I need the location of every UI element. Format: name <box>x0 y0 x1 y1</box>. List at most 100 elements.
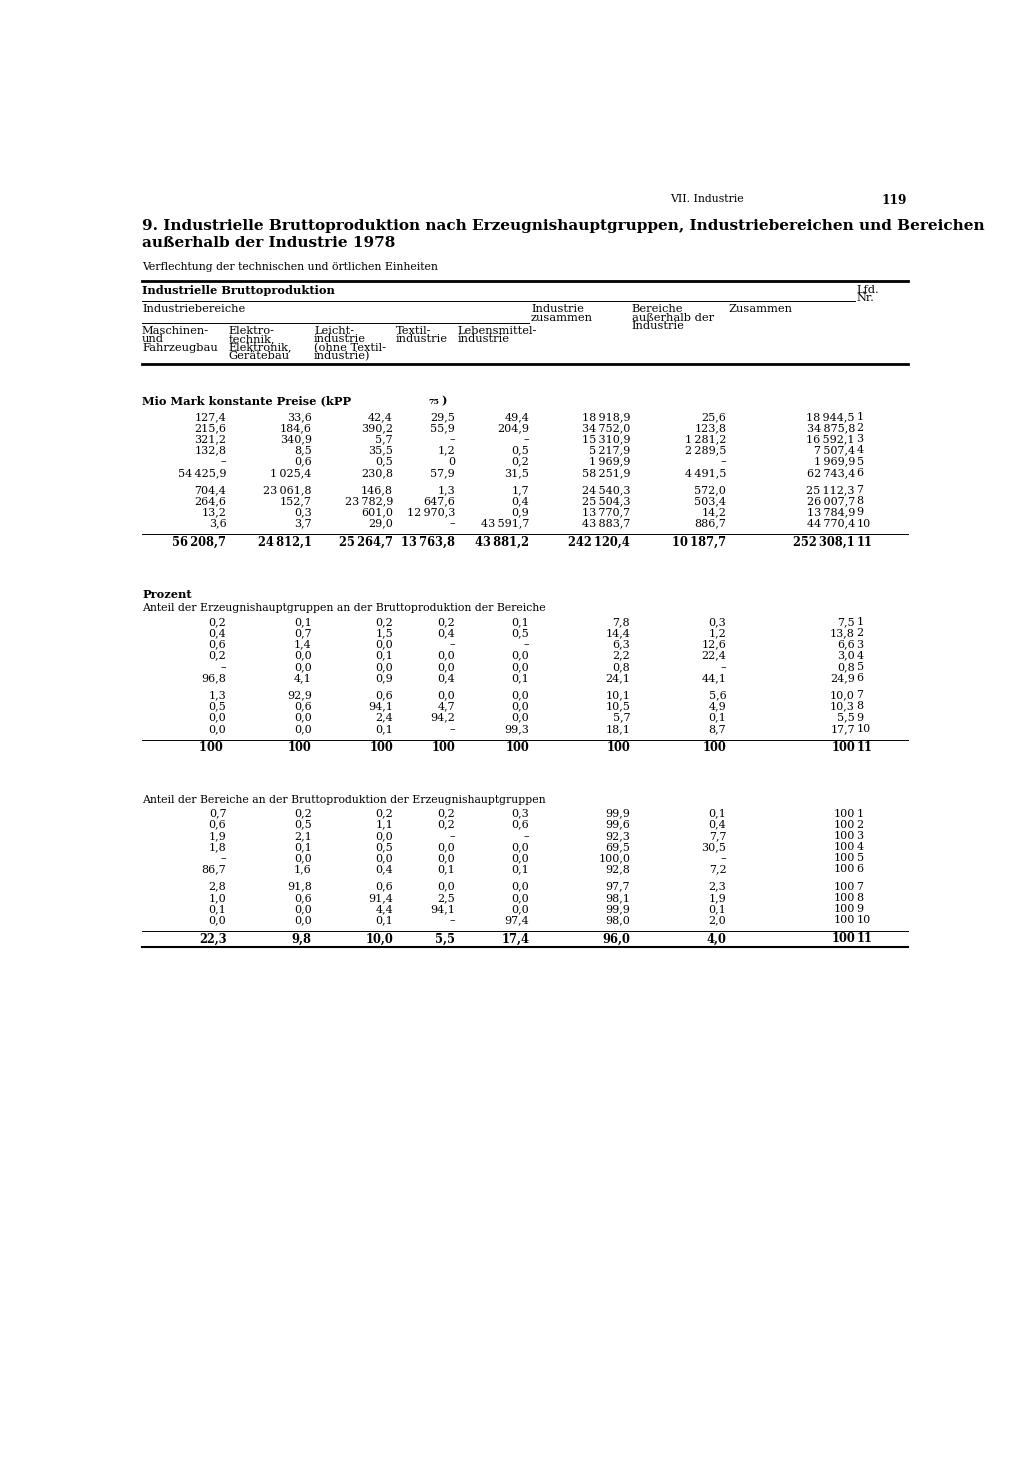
Text: 0,8: 0,8 <box>612 661 630 672</box>
Text: 100: 100 <box>831 741 855 754</box>
Text: 9,8: 9,8 <box>292 933 311 946</box>
Text: Industrie: Industrie <box>632 322 685 331</box>
Text: 7,8: 7,8 <box>612 617 630 627</box>
Text: 1,2: 1,2 <box>437 446 455 456</box>
Text: 10: 10 <box>856 915 870 925</box>
Text: (ohne Textil-: (ohne Textil- <box>314 342 386 353</box>
Text: 1 969,9: 1 969,9 <box>589 456 630 466</box>
Text: 25 112,3: 25 112,3 <box>807 486 855 494</box>
Text: 94,2: 94,2 <box>430 713 455 723</box>
Text: 3,6: 3,6 <box>209 518 226 528</box>
Text: 0,4: 0,4 <box>376 865 393 874</box>
Text: Zusammen: Zusammen <box>729 304 793 314</box>
Text: 0,7: 0,7 <box>294 629 311 638</box>
Text: 100: 100 <box>288 741 311 754</box>
Text: 215,6: 215,6 <box>195 424 226 432</box>
Text: 13 763,8: 13 763,8 <box>401 536 455 549</box>
Text: 230,8: 230,8 <box>361 468 393 478</box>
Text: 96,0: 96,0 <box>602 933 630 946</box>
Text: 0,5: 0,5 <box>209 701 226 711</box>
Text: 0,6: 0,6 <box>209 639 226 649</box>
Text: 10: 10 <box>856 723 870 734</box>
Text: 8,5: 8,5 <box>294 446 311 456</box>
Text: Nr.: Nr. <box>856 294 874 304</box>
Text: 55,9: 55,9 <box>430 424 455 432</box>
Text: 2,3: 2,3 <box>709 881 726 892</box>
Text: 0,0: 0,0 <box>376 831 393 841</box>
Text: 6,3: 6,3 <box>612 639 630 649</box>
Text: 0,0: 0,0 <box>437 881 455 892</box>
Text: 0,0: 0,0 <box>294 661 311 672</box>
Text: 3,0: 3,0 <box>838 651 855 661</box>
Text: 0,5: 0,5 <box>294 819 311 830</box>
Text: 0,6: 0,6 <box>294 701 311 711</box>
Text: 321,2: 321,2 <box>195 434 226 444</box>
Text: 0,2: 0,2 <box>512 456 529 466</box>
Text: 25 504,3: 25 504,3 <box>582 496 630 506</box>
Text: 0,5: 0,5 <box>376 841 393 852</box>
Text: 100: 100 <box>834 881 855 892</box>
Text: 1,0: 1,0 <box>209 893 226 903</box>
Text: 0,1: 0,1 <box>512 617 529 627</box>
Text: 7 507,4: 7 507,4 <box>814 446 855 456</box>
Text: –: – <box>721 456 726 466</box>
Text: 0,0: 0,0 <box>209 723 226 734</box>
Text: 42,4: 42,4 <box>369 412 393 422</box>
Text: Bereiche: Bereiche <box>632 304 683 314</box>
Text: 24,1: 24,1 <box>605 673 630 683</box>
Text: 2,0: 2,0 <box>709 915 726 925</box>
Text: 15 310,9: 15 310,9 <box>582 434 630 444</box>
Text: 0,0: 0,0 <box>437 651 455 661</box>
Text: –: – <box>221 456 226 466</box>
Text: 16 592,1: 16 592,1 <box>807 434 855 444</box>
Text: 0,3: 0,3 <box>512 809 529 819</box>
Text: 7,5: 7,5 <box>838 617 855 627</box>
Text: –: – <box>221 661 226 672</box>
Text: 1 025,4: 1 025,4 <box>270 468 311 478</box>
Text: 0,4: 0,4 <box>512 496 529 506</box>
Text: 69,5: 69,5 <box>605 841 630 852</box>
Text: 264,6: 264,6 <box>195 496 226 506</box>
Text: –: – <box>450 518 455 528</box>
Text: –: – <box>524 831 529 841</box>
Text: 34 752,0: 34 752,0 <box>582 424 630 432</box>
Text: 11: 11 <box>856 741 872 754</box>
Text: 0,4: 0,4 <box>709 819 726 830</box>
Text: 35,5: 35,5 <box>369 446 393 456</box>
Text: 0,9: 0,9 <box>376 673 393 683</box>
Text: 23 061,8: 23 061,8 <box>263 486 311 494</box>
Text: 4,1: 4,1 <box>294 673 311 683</box>
Text: 2,8: 2,8 <box>209 881 226 892</box>
Text: 0,0: 0,0 <box>209 713 226 723</box>
Text: 57,9: 57,9 <box>430 468 455 478</box>
Text: 2,5: 2,5 <box>437 893 455 903</box>
Text: Lebensmittel-: Lebensmittel- <box>458 326 537 335</box>
Text: 54 425,9: 54 425,9 <box>178 468 226 478</box>
Text: 100: 100 <box>199 741 226 754</box>
Text: –: – <box>721 853 726 863</box>
Text: 99,9: 99,9 <box>605 903 630 914</box>
Text: 2: 2 <box>856 424 863 432</box>
Text: 0,1: 0,1 <box>294 841 311 852</box>
Text: 0,2: 0,2 <box>376 617 393 627</box>
Text: 14,2: 14,2 <box>701 508 726 518</box>
Text: 2 289,5: 2 289,5 <box>685 446 726 456</box>
Text: 44,1: 44,1 <box>701 673 726 683</box>
Text: 0,1: 0,1 <box>376 915 393 925</box>
Text: 0,0: 0,0 <box>294 915 311 925</box>
Text: 96,8: 96,8 <box>202 673 226 683</box>
Text: 0,1: 0,1 <box>294 617 311 627</box>
Text: 56 208,7: 56 208,7 <box>172 536 226 549</box>
Text: 0,5: 0,5 <box>512 446 529 456</box>
Text: 601,0: 601,0 <box>361 508 393 518</box>
Text: 2,2: 2,2 <box>612 651 630 661</box>
Text: 4: 4 <box>856 446 863 456</box>
Text: 6: 6 <box>856 468 863 478</box>
Text: 5: 5 <box>856 853 863 863</box>
Text: 1,7: 1,7 <box>512 486 529 494</box>
Text: 92,8: 92,8 <box>605 865 630 874</box>
Text: 0: 0 <box>447 456 455 466</box>
Text: 0,0: 0,0 <box>512 691 529 700</box>
Text: 252 308,1: 252 308,1 <box>794 536 855 549</box>
Text: 0,0: 0,0 <box>294 723 311 734</box>
